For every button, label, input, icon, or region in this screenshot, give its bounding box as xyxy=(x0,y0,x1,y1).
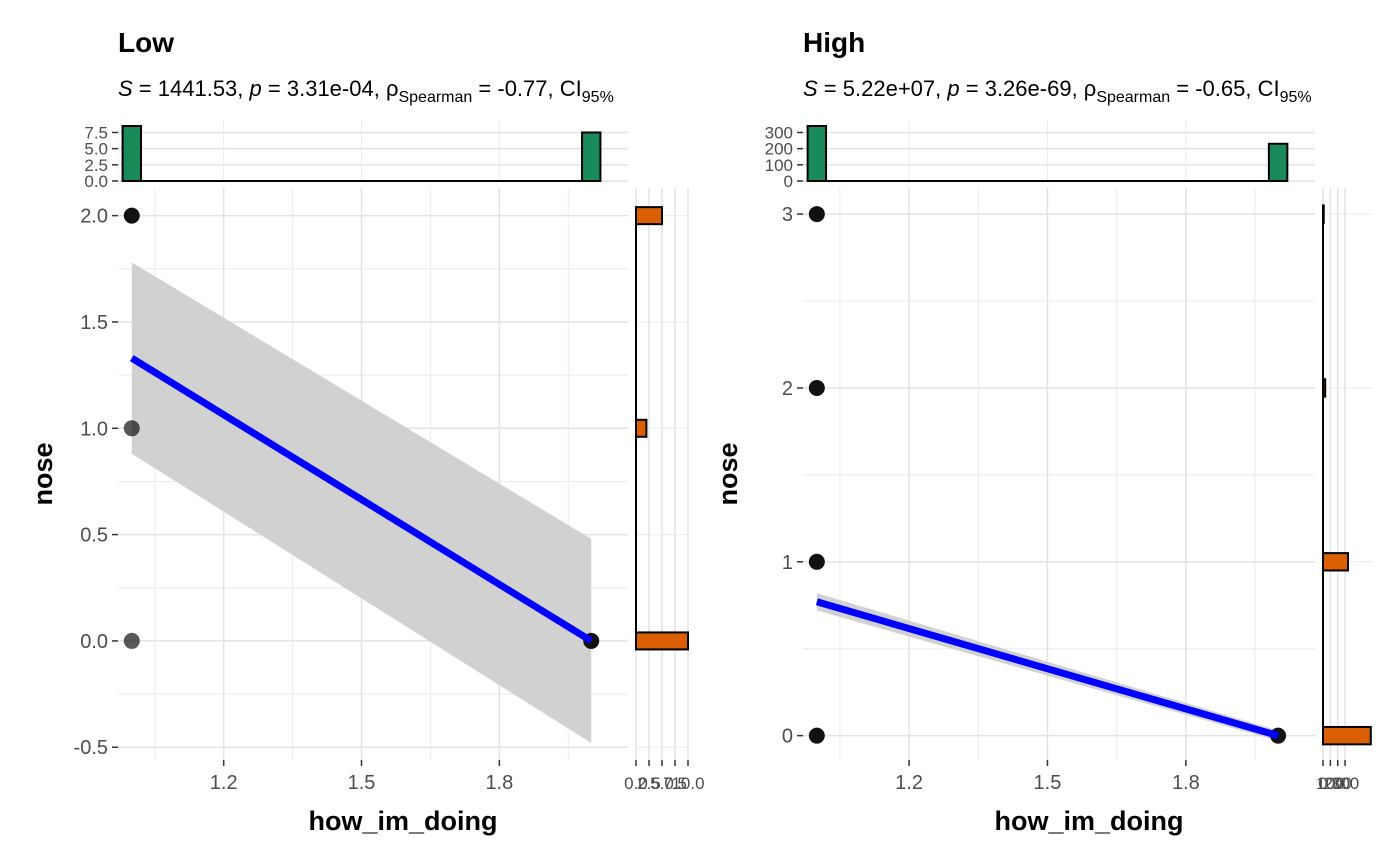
data-point xyxy=(123,207,140,224)
panel-low: Low S = 1441.53, p = 3.31e-04, ρSpearman … xyxy=(28,27,705,836)
right-hist-bar xyxy=(635,206,663,226)
data-point xyxy=(123,420,140,437)
y-tick-label: 0.5 xyxy=(80,525,108,547)
right-hist-tick-label: 0 xyxy=(1318,774,1327,793)
y-axis-label: nose xyxy=(28,442,58,505)
right-hist-tick-label: 7.5 xyxy=(663,774,687,793)
fit-line xyxy=(129,355,594,644)
y-axis-label: nose xyxy=(713,442,743,505)
right-hist-tick-label: 2.5 xyxy=(637,774,661,793)
y-tick-label: 3 xyxy=(782,204,793,226)
y-tick-label: 0.0 xyxy=(80,631,108,653)
right-hist-tick-label: 5.0 xyxy=(650,774,674,793)
right-hist-bar xyxy=(1322,552,1349,572)
top-hist-tick-label: 300 xyxy=(765,123,793,142)
panel-high: High S = 5.22e+07, p = 3.26e-69, ρSpearma… xyxy=(713,27,1373,836)
y-tick-label: 1 xyxy=(782,552,793,574)
top-hist-tick-label: 200 xyxy=(765,140,793,159)
right-hist-tick-label: 200 xyxy=(1324,774,1352,793)
right-hist-bar xyxy=(1322,204,1325,224)
main-grid xyxy=(803,188,1315,760)
y-tick-label: 1.5 xyxy=(80,312,108,334)
x-tick-label: 1.5 xyxy=(348,772,376,794)
top-hist-bar xyxy=(581,131,602,182)
right-hist-bar xyxy=(635,631,689,651)
x-tick-label: 1.8 xyxy=(1172,772,1200,794)
panel-title: High xyxy=(803,27,865,58)
stats-subtitle: S = 1441.53, p = 3.31e-04, ρSpearman = -… xyxy=(118,76,614,106)
right-hist-bar xyxy=(1322,725,1372,746)
y-tick-label: -0.5 xyxy=(74,737,108,759)
data-point xyxy=(123,632,140,649)
x-tick-label: 1.2 xyxy=(210,772,238,794)
right-marginal-histogram: 0.02.55.07.510.0 xyxy=(624,188,705,793)
y-tick-label: 0 xyxy=(782,726,793,748)
top-hist-bar xyxy=(806,125,828,182)
x-axis-label: how_im_doing xyxy=(995,806,1184,836)
y-tick-label: 1.0 xyxy=(80,418,108,440)
top-hist-tick-label: 0 xyxy=(784,172,793,191)
right-hist-tick-label: 10.0 xyxy=(671,774,704,793)
top-hist-tick-label: 5.0 xyxy=(84,140,108,159)
data-point xyxy=(808,553,825,570)
y-tick-label: 2 xyxy=(782,378,793,400)
top-hist-tick-label: 0.0 xyxy=(84,172,108,191)
right-hist-tick-label: 0.0 xyxy=(624,774,648,793)
x-tick-label: 1.5 xyxy=(1034,772,1062,794)
top-hist-bar xyxy=(121,125,142,182)
stats-subtitle: S = 5.22e+07, p = 3.26e-69, ρSpearman = … xyxy=(803,76,1312,106)
top-hist-tick-label: 2.5 xyxy=(84,156,108,175)
top-hist-tick-label: 7.5 xyxy=(84,123,108,142)
top-hist-bar xyxy=(1267,142,1289,182)
y-tick-label: 2.0 xyxy=(80,206,108,228)
x-tick-label: 1.2 xyxy=(895,772,923,794)
top-hist-tick-label: 100 xyxy=(765,156,793,175)
panel-title: Low xyxy=(118,27,174,58)
fit-line xyxy=(815,598,1280,740)
right-hist-tick-label: 300 xyxy=(1331,774,1359,793)
top-marginal-histogram: 0.02.55.07.5 xyxy=(84,120,628,191)
right-hist-bar xyxy=(635,418,648,438)
right-hist-tick-label: 100 xyxy=(1316,774,1344,793)
data-point xyxy=(808,379,825,396)
data-point xyxy=(808,206,825,223)
right-hist-bar xyxy=(1322,378,1327,398)
data-point xyxy=(808,727,825,744)
x-tick-label: 1.8 xyxy=(485,772,513,794)
x-axis-label: how_im_doing xyxy=(309,806,498,836)
